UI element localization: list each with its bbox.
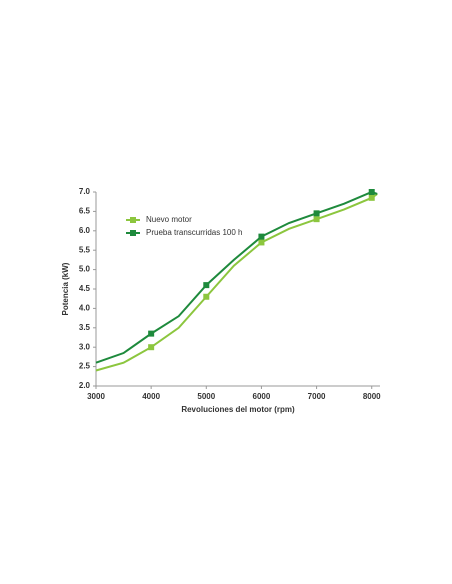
- x-tick-label: 8000: [363, 392, 381, 401]
- y-tick-label: 5.5: [79, 245, 91, 254]
- legend-marker: [130, 230, 136, 236]
- x-tick-label: 3000: [87, 392, 105, 401]
- legend-label: Nuevo motor: [146, 215, 192, 224]
- point-marker: [203, 282, 210, 289]
- y-tick-label: 2.5: [79, 362, 91, 371]
- y-tick-label: 6.5: [79, 207, 91, 216]
- point-marker: [368, 194, 375, 201]
- y-axis-label: Potencia (kW): [61, 262, 70, 315]
- x-tick-label: 6000: [253, 392, 271, 401]
- point-marker: [313, 216, 320, 223]
- x-tick-label: 5000: [197, 392, 215, 401]
- x-tick-label: 7000: [308, 392, 326, 401]
- point-marker: [258, 239, 265, 246]
- series-line: [95, 193, 378, 372]
- y-tick-label: 7.0: [79, 187, 91, 196]
- series-line: [95, 190, 378, 364]
- point-marker: [313, 210, 320, 217]
- point-marker: [368, 189, 375, 195]
- legend-marker: [130, 217, 136, 223]
- point-marker: [258, 233, 265, 240]
- x-tick-label: 4000: [142, 392, 160, 401]
- y-tick-label: 4.0: [79, 304, 91, 313]
- legend-label: Prueba transcurridas 100 h: [146, 228, 243, 237]
- x-axis-label: Revoluciones del motor (rpm): [181, 405, 295, 414]
- y-tick-label: 2.0: [79, 381, 91, 390]
- y-tick-label: 4.5: [79, 284, 91, 293]
- point-marker: [148, 330, 155, 337]
- y-tick-label: 3.5: [79, 323, 91, 332]
- y-tick-label: 5.0: [79, 265, 91, 274]
- y-tick-label: 6.0: [79, 226, 91, 235]
- point-marker: [203, 293, 210, 300]
- point-marker: [148, 344, 155, 351]
- y-tick-label: 3.0: [79, 342, 91, 351]
